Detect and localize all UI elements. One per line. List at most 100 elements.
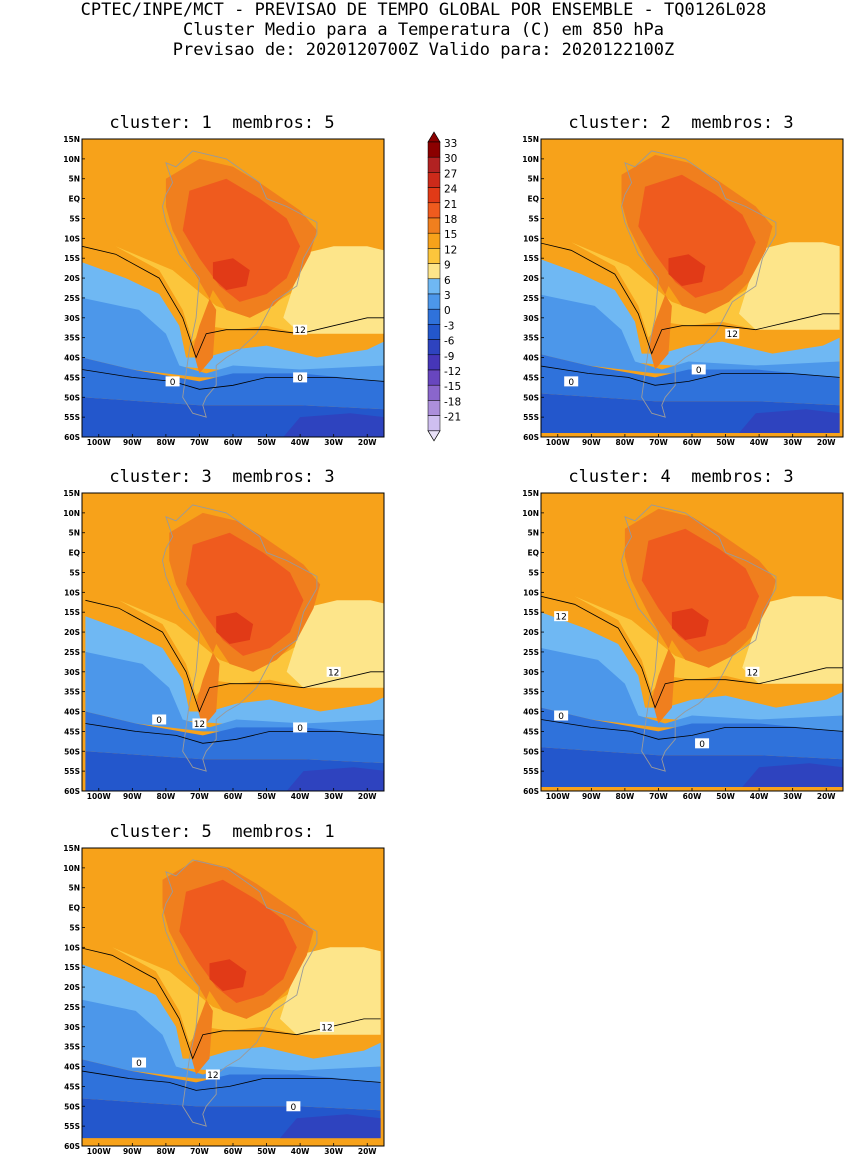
contour-label: 0: [286, 1101, 301, 1113]
svg-text:0: 0: [156, 716, 162, 726]
colorbar-swatch: [427, 156, 441, 173]
svg-text:0: 0: [291, 1103, 297, 1113]
band-0-3: [82, 357, 384, 410]
contour-0: [82, 369, 384, 390]
svg-text:0: 0: [170, 378, 176, 388]
contour-label: 12: [554, 611, 569, 623]
svg-text:12: 12: [321, 1023, 332, 1033]
lat-label: 40S: [64, 354, 80, 363]
colorbar-swatch: [427, 232, 441, 249]
lat-label: 50S: [523, 393, 539, 402]
colorbar-swatch: [427, 248, 441, 264]
lat-label: 30S: [64, 668, 80, 677]
colorbar-label: 33: [444, 138, 457, 150]
lat-label: 10N: [63, 155, 80, 164]
lon-label: 30W: [324, 792, 343, 801]
lon-label: 20W: [358, 792, 377, 801]
lon-label: 40W: [291, 792, 310, 801]
lat-label: 15S: [64, 963, 80, 972]
contour-label: 12: [293, 324, 308, 336]
band-21-24: [179, 879, 297, 1003]
contour-label: 12: [725, 328, 740, 340]
lat-label: 15N: [63, 135, 80, 144]
lat-label: 15S: [64, 608, 80, 617]
panel-title-5: cluster: 5 membros: 1: [109, 822, 335, 842]
panel-title-4: cluster: 4 membros: 3: [568, 467, 794, 487]
svg-text:0: 0: [297, 724, 303, 734]
lat-label: 5S: [528, 214, 539, 223]
contour-0: [82, 1070, 381, 1091]
band-9-12: [280, 947, 381, 1035]
lon-label: 30W: [783, 792, 802, 801]
band-24-27: [212, 258, 250, 290]
lat-label: 40S: [64, 1063, 80, 1072]
lon-label: 100W: [87, 792, 112, 801]
colorbar-label: 6: [444, 275, 451, 287]
lat-label: 15N: [522, 135, 539, 144]
lon-label: 40W: [291, 438, 310, 447]
colorbar-bottom-arrow: [427, 430, 441, 442]
lat-label: 20S: [64, 628, 80, 637]
svg-text:12: 12: [555, 613, 566, 623]
lat-label: 60S: [523, 787, 539, 796]
lat-label: 55S: [64, 413, 80, 422]
map-panel-5: 12 12 0 0 15N 10N 5N EQ 5S 10S 15S 20S 25S 30S 35S 40S 4…: [63, 844, 385, 1156]
svg-text:0: 0: [568, 378, 574, 388]
band-0-3: [85, 711, 384, 764]
map-panel-3: 12 12 0 0 15N 10N 5N EQ 5S 10S 15S 20S 25S 30S 35S 40S 4…: [63, 489, 385, 801]
colorbar-swatch: [427, 354, 441, 371]
band-9-12: [286, 600, 384, 688]
lon-label: 100W: [87, 438, 112, 447]
lon-label: 60W: [683, 438, 702, 447]
lat-label: 5N: [69, 529, 81, 538]
lat-label: 15N: [63, 489, 80, 498]
band-9-12: [742, 596, 843, 684]
lat-label: EQ: [528, 549, 540, 558]
colorbar-label: 24: [444, 184, 458, 196]
band-21-24: [641, 528, 760, 652]
colorbar-swatch: [427, 187, 441, 204]
lat-label: 25S: [64, 648, 80, 657]
svg-text:12: 12: [328, 668, 339, 678]
contour-label: 0: [554, 710, 569, 722]
lon-label: 80W: [157, 438, 176, 447]
contour-label: 0: [691, 364, 706, 376]
colorbar-swatch: [427, 172, 441, 188]
lat-label: 20S: [523, 628, 539, 637]
lat-label: 50S: [64, 1102, 80, 1111]
svg-text:12: 12: [727, 330, 738, 340]
colorbar-swatch: [427, 369, 441, 386]
lon-label: 70W: [649, 792, 668, 801]
colorbar-label: 12: [444, 244, 457, 256]
lon-label: 30W: [324, 438, 343, 447]
lon-label: 50W: [716, 438, 735, 447]
lon-label: 90W: [582, 438, 601, 447]
lon-label: 20W: [358, 438, 377, 447]
colorbar-swatch: [427, 324, 441, 340]
band-3-6: [541, 294, 840, 378]
lat-label: 30S: [523, 668, 539, 677]
lat-label: 45S: [64, 373, 80, 382]
header-line-1: CPTEC/INPE/MCT - PREVISAO DE TEMPO GLOBA…: [80, 0, 767, 20]
lat-label: 15N: [522, 489, 539, 498]
lat-label: 35S: [64, 334, 80, 343]
lon-label: 80W: [616, 438, 635, 447]
lat-label: 5N: [528, 529, 540, 538]
band-9-12: [739, 242, 840, 330]
band-0-3: [541, 354, 840, 406]
lat-label: 10N: [63, 509, 80, 518]
lon-label: 100W: [546, 792, 571, 801]
colorbar-swatch: [427, 202, 441, 219]
lat-label: 10N: [522, 155, 539, 164]
colorbar-label: 21: [444, 199, 457, 211]
band-24-27: [668, 254, 706, 286]
lat-label: 30S: [64, 1023, 80, 1032]
lat-label: 30S: [64, 314, 80, 323]
lat-label: 30S: [523, 314, 539, 323]
colorbar-swatch: [427, 384, 441, 401]
lon-label: 20W: [358, 1147, 377, 1156]
figure-header: CPTEC/INPE/MCT - PREVISAO DE TEMPO GLOBA…: [0, 0, 847, 60]
header-line-3: Previsao de: 2020120700Z Valido para: 20…: [172, 40, 675, 60]
colorbar-label: -6: [444, 336, 455, 348]
colorbar-swatch: [427, 339, 441, 356]
